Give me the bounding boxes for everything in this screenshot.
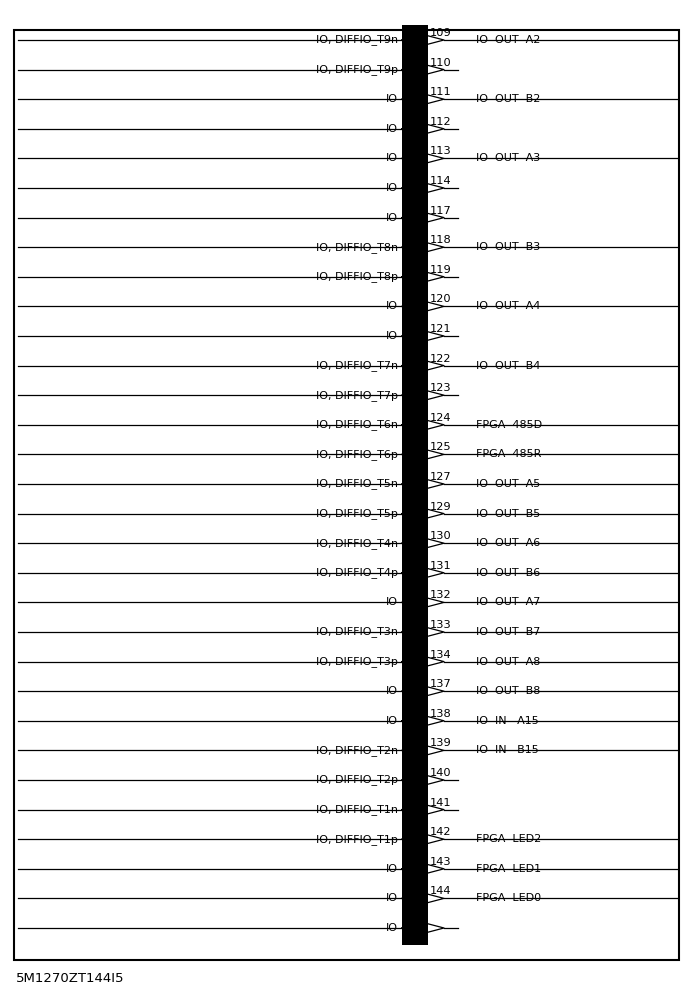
Text: IO, DIFFIO_T9p: IO, DIFFIO_T9p bbox=[316, 64, 398, 75]
Text: IO, DIFFIO_T4p: IO, DIFFIO_T4p bbox=[316, 567, 398, 578]
Text: 119: 119 bbox=[430, 265, 452, 275]
Text: FPGA  485R: FPGA 485R bbox=[476, 449, 542, 459]
Text: IO: IO bbox=[386, 213, 398, 223]
Text: 131: 131 bbox=[430, 561, 452, 571]
Text: IO  IN   A15: IO IN A15 bbox=[476, 716, 539, 726]
Bar bbox=[402, 25, 428, 945]
Text: 112: 112 bbox=[430, 117, 452, 127]
Text: IO, DIFFIO_T3p: IO, DIFFIO_T3p bbox=[316, 656, 398, 667]
Text: IO, DIFFIO_T7p: IO, DIFFIO_T7p bbox=[316, 390, 398, 401]
Text: IO  OUT  B2: IO OUT B2 bbox=[476, 94, 540, 104]
Text: IO, DIFFIO_T3n: IO, DIFFIO_T3n bbox=[316, 627, 398, 637]
Text: FPGA  LED1: FPGA LED1 bbox=[476, 864, 541, 874]
Text: 124: 124 bbox=[430, 413, 452, 423]
Text: IO: IO bbox=[386, 716, 398, 726]
Text: IO, DIFFIO_T1n: IO, DIFFIO_T1n bbox=[316, 804, 398, 815]
Text: IO  IN   B15: IO IN B15 bbox=[476, 745, 539, 755]
Text: IO, DIFFIO_T2n: IO, DIFFIO_T2n bbox=[316, 745, 398, 756]
Text: IO: IO bbox=[386, 331, 398, 341]
Text: IO, DIFFIO_T6p: IO, DIFFIO_T6p bbox=[316, 449, 398, 460]
Text: IO  OUT  A2: IO OUT A2 bbox=[476, 35, 540, 45]
Text: IO, DIFFIO_T5n: IO, DIFFIO_T5n bbox=[316, 479, 398, 489]
Text: IO  OUT  A5: IO OUT A5 bbox=[476, 479, 540, 489]
Text: IO  OUT  B4: IO OUT B4 bbox=[476, 361, 540, 371]
Text: 134: 134 bbox=[430, 650, 452, 660]
Text: IO: IO bbox=[386, 94, 398, 104]
Text: 109: 109 bbox=[430, 28, 452, 38]
Text: 133: 133 bbox=[430, 620, 452, 630]
Text: 130: 130 bbox=[430, 531, 452, 541]
Text: 129: 129 bbox=[430, 502, 452, 512]
Text: IO  OUT  B3: IO OUT B3 bbox=[476, 242, 540, 252]
Text: 122: 122 bbox=[430, 354, 452, 364]
Text: IO  OUT  B5: IO OUT B5 bbox=[476, 509, 540, 519]
Text: IO: IO bbox=[386, 153, 398, 163]
Text: IO: IO bbox=[386, 301, 398, 311]
Text: 114: 114 bbox=[430, 176, 452, 186]
Text: 140: 140 bbox=[430, 768, 452, 778]
Text: IO: IO bbox=[386, 183, 398, 193]
Text: IO, DIFFIO_T2p: IO, DIFFIO_T2p bbox=[316, 775, 398, 785]
Text: 123: 123 bbox=[430, 383, 452, 393]
Text: IO  OUT  A8: IO OUT A8 bbox=[476, 657, 540, 667]
Text: FPGA  LED0: FPGA LED0 bbox=[476, 893, 541, 903]
Text: 111: 111 bbox=[430, 87, 452, 97]
Text: IO, DIFFIO_T5p: IO, DIFFIO_T5p bbox=[316, 508, 398, 519]
Text: IO  OUT  A3: IO OUT A3 bbox=[476, 153, 540, 163]
Text: FPGA  485D: FPGA 485D bbox=[476, 420, 542, 430]
Text: 121: 121 bbox=[430, 324, 452, 334]
Text: 143: 143 bbox=[430, 857, 452, 867]
Text: IO, DIFFIO_T1p: IO, DIFFIO_T1p bbox=[316, 834, 398, 845]
Text: IO  OUT  A7: IO OUT A7 bbox=[476, 597, 540, 607]
Text: 139: 139 bbox=[430, 738, 452, 748]
Text: 113: 113 bbox=[430, 146, 452, 156]
Text: IO  OUT  B7: IO OUT B7 bbox=[476, 627, 540, 637]
Text: IO, DIFFIO_T4n: IO, DIFFIO_T4n bbox=[316, 538, 398, 549]
Text: 118: 118 bbox=[430, 235, 452, 245]
Text: 141: 141 bbox=[430, 798, 452, 808]
Text: 132: 132 bbox=[430, 590, 452, 600]
Text: IO, DIFFIO_T7n: IO, DIFFIO_T7n bbox=[316, 360, 398, 371]
Text: IO, DIFFIO_T9n: IO, DIFFIO_T9n bbox=[316, 35, 398, 45]
Text: IO, DIFFIO_T8p: IO, DIFFIO_T8p bbox=[316, 271, 398, 282]
Text: IO, DIFFIO_T8n: IO, DIFFIO_T8n bbox=[316, 242, 398, 253]
Text: 137: 137 bbox=[430, 679, 452, 689]
Text: IO  OUT  A6: IO OUT A6 bbox=[476, 538, 540, 548]
Text: FPGA  LED2: FPGA LED2 bbox=[476, 834, 542, 844]
Text: 125: 125 bbox=[430, 442, 452, 452]
Text: IO: IO bbox=[386, 686, 398, 696]
Text: IO: IO bbox=[386, 597, 398, 607]
Text: IO, DIFFIO_T6n: IO, DIFFIO_T6n bbox=[316, 419, 398, 430]
Text: 120: 120 bbox=[430, 294, 452, 304]
Text: IO: IO bbox=[386, 864, 398, 874]
Text: 127: 127 bbox=[430, 472, 452, 482]
Text: 5M1270ZT144I5: 5M1270ZT144I5 bbox=[16, 972, 125, 984]
Text: 117: 117 bbox=[430, 206, 452, 216]
Text: 138: 138 bbox=[430, 709, 452, 719]
Text: IO  OUT  B6: IO OUT B6 bbox=[476, 568, 540, 578]
Text: IO: IO bbox=[386, 923, 398, 933]
Text: 142: 142 bbox=[430, 827, 452, 837]
Text: IO: IO bbox=[386, 893, 398, 903]
Text: 144: 144 bbox=[430, 886, 452, 896]
Text: IO  OUT  B8: IO OUT B8 bbox=[476, 686, 540, 696]
Text: 110: 110 bbox=[430, 58, 452, 68]
Text: IO  OUT  A4: IO OUT A4 bbox=[476, 301, 540, 311]
Text: IO: IO bbox=[386, 124, 398, 134]
